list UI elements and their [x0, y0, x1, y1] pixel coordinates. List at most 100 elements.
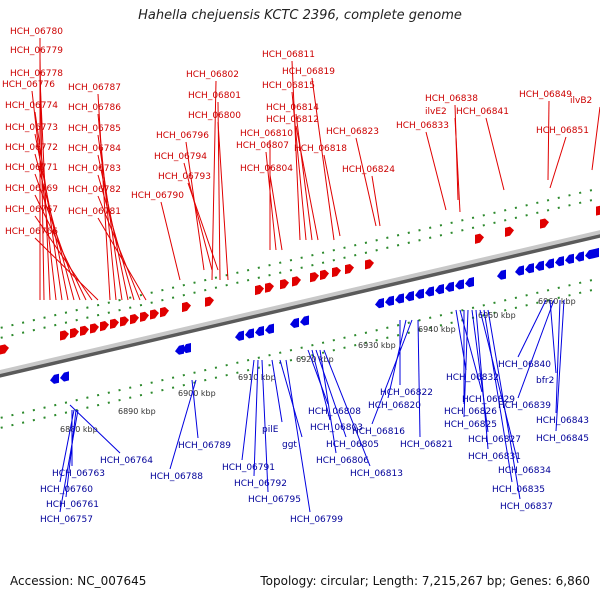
top-gene-arrow [365, 259, 374, 270]
bottom-gene-label: HCH_06763 [52, 469, 105, 479]
top-gene-arrow [110, 318, 119, 329]
top-gene-label: HCH_06778 [10, 69, 63, 79]
top-gene-label: HCH_06812 [266, 115, 319, 125]
bottom-gene-label: HCH_06831 [468, 452, 521, 462]
bottom-gene-label: HCH_06845 [536, 434, 589, 444]
bottom-leader-line [315, 349, 347, 438]
top-gene-arrow [345, 263, 354, 275]
top-gene-label: ilvE2 [425, 107, 447, 117]
bottom-gene-arrow [300, 315, 309, 326]
bottom-gene-label: HCH_06789 [178, 441, 231, 451]
top-leader-line [34, 237, 99, 301]
bottom-gene-arrow [555, 256, 564, 267]
bottom-leader-line [169, 379, 197, 470]
top-gene-arrow [255, 284, 264, 296]
top-gene-label: HCH_06787 [68, 83, 121, 93]
top-gene-arrow [0, 344, 9, 355]
bottom-gene-label: HCH_06832 [446, 373, 499, 383]
top-gene-label: HCH_06815 [262, 81, 315, 91]
top-leader-line [425, 131, 447, 211]
bottom-gene-arrow [545, 258, 554, 269]
bottom-leader-line [311, 349, 331, 421]
bottom-leader-line [65, 409, 77, 498]
bottom-gene-label: HCH_06821 [400, 440, 453, 450]
bottom-gene-label: HCH_06761 [46, 500, 99, 510]
top-gene-label: HCH_06811 [262, 50, 315, 60]
top-leader-line [323, 154, 341, 237]
top-gene-label: HCH_06773 [5, 123, 58, 133]
bottom-leader-line [319, 349, 337, 454]
top-gene-arrow [310, 272, 319, 283]
top-gene-arrow [205, 296, 214, 307]
top-gene-arrow [130, 314, 139, 325]
top-leader-line [591, 106, 600, 171]
bottom-gene-arrow [385, 295, 394, 306]
bottom-gene-label: HCH_06840 [498, 360, 551, 370]
bottom-gene-arrow [255, 325, 264, 337]
bottom-gene-arrow [465, 277, 474, 288]
bottom-gene-arrow [265, 323, 274, 334]
bottom-leader-line [271, 359, 283, 423]
bottom-gene-label: HCH_06764 [100, 456, 153, 466]
top-gene-label: HCH_06776 [2, 80, 55, 90]
top-gene-label: HCH_06782 [68, 185, 121, 195]
top-leader-line [485, 117, 505, 191]
top-gene-label: HCH_06841 [456, 107, 509, 117]
scale-label: 6900 kbp [178, 389, 216, 398]
top-gene-label: HCH_06823 [326, 127, 379, 137]
backbone [0, 230, 600, 375]
top-gene-label: HCH_06783 [68, 164, 121, 174]
scale-label: 6940 kbp [418, 325, 456, 334]
bottom-gene-arrow [182, 342, 191, 354]
bottom-gene-label: HCH_06834 [498, 466, 551, 476]
top-gene-label: HCH_06771 [5, 163, 58, 173]
top-leader-line [31, 90, 57, 301]
scale-label: 6960 kbp [538, 297, 576, 306]
top-gene-arrow [280, 279, 289, 290]
bottom-gene-label: HCH_06799 [290, 515, 343, 525]
bottom-gene-arrow [585, 249, 594, 260]
bottom-leader-line [285, 359, 311, 513]
top-gene-label: ilvB2 [570, 96, 592, 106]
top-leader-line [291, 60, 301, 241]
bottom-leader-line [483, 309, 513, 483]
bottom-leader-line [253, 359, 259, 477]
top-gene-arrow [265, 282, 274, 293]
bottom-leader-line [549, 299, 557, 374]
top-gene-arrow [60, 330, 69, 341]
top-gene-label: HCH_06849 [519, 90, 572, 100]
bottom-gene-arrow [175, 344, 184, 355]
bottom-gene-label: HCH_06808 [308, 407, 361, 417]
bottom-gene-label: HCH_06788 [150, 472, 203, 482]
scale-label: 6930 kbp [358, 341, 396, 350]
scale-label: 6950 kbp [478, 311, 516, 320]
bottom-gene-arrow [590, 247, 599, 259]
bottom-gene-arrow [497, 269, 506, 280]
top-leader-line [269, 174, 283, 251]
bottom-gene-arrow [445, 281, 454, 292]
bottom-leader-line [555, 299, 565, 432]
bottom-leader-line [463, 309, 469, 418]
bottom-gene-label: HCH_06816 [352, 427, 405, 437]
bottom-gene-label: pilE [262, 425, 279, 435]
top-leader-line [34, 153, 75, 301]
top-gene-label: HCH_06766 [5, 227, 58, 237]
top-gene-label: HCH_06794 [154, 152, 207, 162]
top-leader-line [295, 125, 319, 241]
scale-label: 6880 kbp [60, 425, 98, 434]
top-gene-label: HCH_06814 [266, 103, 319, 113]
top-gene-label: HCH_06793 [158, 172, 211, 182]
top-gene-arrow [475, 233, 484, 244]
bottom-gene-arrow [575, 251, 584, 262]
top-gene-label: HCH_06767 [5, 205, 58, 215]
bottom-gene-arrow [535, 260, 544, 271]
bottom-leader-line [371, 319, 413, 425]
bottom-gene-label: HCH_06805 [326, 440, 379, 450]
bottom-gene-label: HCH_06757 [40, 515, 93, 525]
top-leader-line [97, 217, 147, 301]
bottom-gene-arrow [455, 279, 464, 290]
top-gene-arrow [90, 323, 99, 334]
top-gene-label: HCH_06824 [342, 165, 395, 175]
